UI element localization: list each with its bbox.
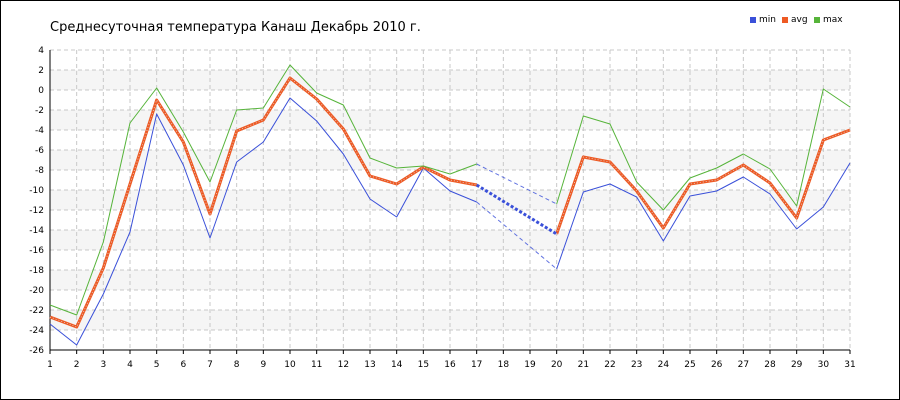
x-tick-label: 2	[74, 360, 80, 370]
x-tick-label: 7	[207, 360, 213, 370]
x-tick-label: 20	[551, 360, 563, 370]
y-tick-label: -24	[29, 326, 44, 336]
y-tick-label: -26	[29, 346, 44, 356]
x-tick-label: 10	[284, 360, 296, 370]
legend-label-min: min	[759, 15, 776, 25]
y-tick-label: 4	[38, 46, 44, 56]
y-tick-label: -18	[29, 266, 44, 276]
y-tick-label: 0	[38, 86, 44, 96]
series-line-max	[556, 88, 851, 211]
x-tick-label: 19	[524, 360, 536, 370]
x-tick-label: 13	[364, 360, 375, 370]
series-line-max	[49, 64, 477, 316]
x-tick-label: 9	[260, 360, 266, 370]
series-line-avg	[49, 76, 477, 329]
x-tick-label: 5	[154, 360, 160, 370]
y-tick-label: -2	[35, 106, 44, 116]
legend-item-avg: avg	[782, 15, 808, 26]
x-tick-label: 24	[658, 360, 670, 370]
series-line-min	[49, 97, 477, 346]
series-gap-min	[476, 201, 557, 270]
y-tick-label: -10	[29, 186, 44, 196]
x-tick-label: 1	[47, 360, 53, 370]
x-tick-label: 17	[471, 360, 482, 370]
legend-label-avg: avg	[791, 15, 808, 25]
y-tick-label: -14	[29, 226, 44, 236]
x-tick-label: 6	[180, 360, 186, 370]
x-tick-label: 27	[738, 360, 749, 370]
x-tick-label: 15	[418, 360, 429, 370]
x-tick-label: 25	[684, 360, 695, 370]
x-tick-label: 22	[604, 360, 615, 370]
y-tick-label: -16	[29, 246, 44, 256]
chart-title: Среднесуточная температура Канаш Декабрь…	[50, 20, 421, 35]
x-tick-label: 11	[311, 360, 322, 370]
y-tick-label: 2	[38, 66, 44, 76]
grid-band	[50, 270, 850, 290]
x-tick-label: 12	[338, 360, 349, 370]
y-tick-label: -22	[29, 306, 44, 316]
grid-band	[50, 150, 850, 170]
x-tick-label: 26	[711, 360, 723, 370]
x-tick-label: 16	[444, 360, 456, 370]
y-tick-label: -6	[35, 146, 44, 156]
legend-label-max: max	[823, 15, 843, 25]
x-tick-label: 30	[818, 360, 830, 370]
y-tick-label: -20	[29, 286, 44, 296]
x-tick-label: 4	[127, 360, 133, 370]
x-tick-label: 3	[100, 360, 106, 370]
x-tick-label: 28	[764, 360, 776, 370]
y-tick-label: -8	[35, 166, 44, 176]
x-tick-label: 18	[498, 360, 510, 370]
legend-swatch-max	[814, 17, 820, 23]
x-tick-label: 29	[791, 360, 803, 370]
legend-swatch-avg	[782, 17, 788, 23]
y-tick-label: -4	[35, 126, 44, 136]
y-tick-label: -12	[29, 206, 44, 216]
x-tick-label: 8	[234, 360, 240, 370]
legend-swatch-min	[750, 17, 756, 23]
series-line-min	[556, 162, 851, 270]
x-tick-label: 21	[578, 360, 589, 370]
legend-item-max: max	[814, 15, 843, 26]
legend-item-min: min	[750, 15, 776, 26]
series-gap-avg	[475, 183, 558, 236]
x-tick-label: 23	[631, 360, 642, 370]
series-gap-max	[476, 163, 557, 205]
x-tick-label: 14	[391, 360, 403, 370]
x-tick-label: 31	[844, 360, 855, 370]
series-line-avg-highlight	[556, 129, 851, 235]
